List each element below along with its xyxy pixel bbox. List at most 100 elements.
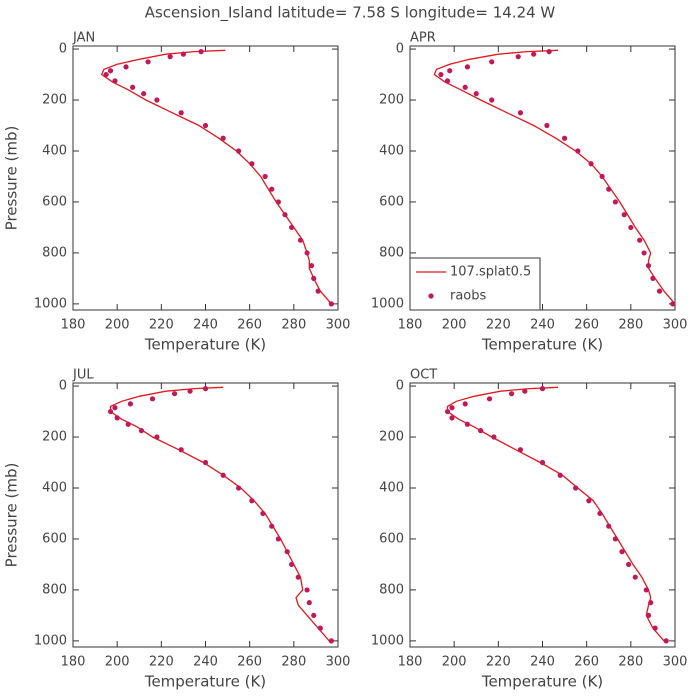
raobs-point [447, 68, 453, 74]
raobs-point [438, 71, 444, 78]
x-tick-label: 280 [618, 655, 643, 670]
x-tick-label: 300 [326, 318, 351, 333]
raobs-point [670, 301, 676, 307]
raobs-point [311, 612, 317, 619]
raobs-point [171, 391, 178, 397]
raobs-point [328, 638, 334, 644]
raobs-point [619, 549, 625, 555]
raobs-point [198, 49, 204, 55]
raobs-point [588, 161, 594, 167]
raobs-point [652, 625, 658, 631]
raobs-point [112, 405, 118, 411]
y-tick-label: 200 [42, 93, 67, 108]
y-axis-title: Pressure (mb) [3, 126, 21, 231]
legend-box [409, 257, 541, 311]
x-tick-label: 280 [618, 318, 643, 333]
raobs-point [449, 415, 455, 421]
raobs-point [561, 135, 568, 141]
raobs-point [260, 510, 266, 517]
x-tick-label: 240 [530, 318, 555, 333]
x-tick-label: 200 [442, 655, 467, 670]
x-axis-title: Temperature (K) [144, 673, 266, 691]
panel-title: JUL [72, 368, 94, 383]
y-tick-label: 400 [42, 143, 67, 158]
x-tick-label: 220 [149, 318, 174, 333]
raobs-point [489, 97, 495, 103]
raobs-point [282, 212, 288, 218]
raobs-point [632, 574, 638, 580]
x-tick-label: 240 [193, 655, 218, 670]
raobs-point [464, 421, 471, 427]
x-axis-title: Temperature (K) [144, 336, 266, 354]
plot-frame [72, 382, 339, 648]
raobs-point [462, 84, 468, 90]
raobs-point [449, 405, 455, 411]
raobs-point [275, 536, 281, 542]
x-tick-label: 200 [105, 318, 130, 333]
raobs-point [478, 428, 484, 434]
y-tick-label: 0 [59, 42, 67, 57]
raobs-point [130, 84, 136, 90]
raobs-point [663, 638, 669, 644]
x-tick-label: 180 [61, 655, 86, 670]
y-axis-title: Pressure (mb) [3, 463, 21, 568]
y-tick-label: 1000 [371, 296, 404, 311]
chart-title: Ascension_Island latitude= 7.58 S longit… [145, 4, 556, 23]
raobs-point [546, 49, 552, 55]
panel-title: JAN [72, 31, 95, 46]
legend-label: raobs [450, 289, 487, 304]
raobs-point [236, 485, 242, 491]
y-tick-label: 400 [379, 480, 404, 495]
raobs-point [531, 51, 537, 57]
y-tick-label: 1000 [34, 633, 67, 648]
raobs-point [284, 549, 290, 555]
x-tick-label: 200 [105, 655, 130, 670]
y-tick-label: 1000 [34, 296, 67, 311]
raobs-point [297, 237, 304, 243]
raobs-point [645, 612, 652, 619]
raobs-point [103, 71, 109, 78]
x-tick-label: 260 [237, 318, 262, 333]
model-line [109, 386, 330, 642]
raobs-point [517, 110, 524, 116]
raobs-point [154, 434, 160, 440]
raobs-point [645, 263, 652, 269]
y-tick-label: 600 [379, 194, 404, 209]
raobs-point [612, 536, 618, 542]
x-tick-label: 300 [663, 655, 688, 670]
raobs-point [107, 408, 114, 415]
raobs-point [180, 51, 187, 57]
raobs-point [262, 173, 268, 180]
raobs-point [202, 386, 209, 392]
raobs-point [557, 472, 563, 478]
raobs-point [236, 148, 242, 154]
raobs-point [167, 54, 173, 60]
raobs-point [637, 237, 643, 243]
raobs-point [641, 250, 647, 256]
raobs-point [508, 391, 515, 397]
x-tick-label: 260 [574, 655, 599, 670]
x-tick-label: 300 [326, 655, 351, 670]
x-tick-label: 220 [486, 318, 511, 333]
y-tick-label: 0 [396, 379, 404, 394]
raobs-point [464, 64, 471, 70]
y-tick-label: 0 [59, 379, 67, 394]
x-axis-title: Temperature (K) [481, 673, 603, 691]
model-line [446, 386, 665, 642]
raobs-point [187, 388, 193, 394]
plot-frame [409, 382, 676, 648]
plot-frame [72, 45, 339, 311]
raobs-point [304, 250, 310, 256]
raobs-point [249, 161, 255, 167]
legend: 107.splat0.5 raobs [409, 257, 541, 311]
raobs-point [123, 64, 129, 70]
raobs-point [621, 212, 627, 218]
raobs-point [643, 587, 649, 593]
raobs-point [138, 428, 145, 434]
raobs-point [606, 523, 612, 529]
y-tick-label: 600 [42, 194, 67, 209]
legend-marker [428, 293, 434, 299]
raobs-point [575, 148, 581, 154]
raobs-point [275, 199, 281, 205]
